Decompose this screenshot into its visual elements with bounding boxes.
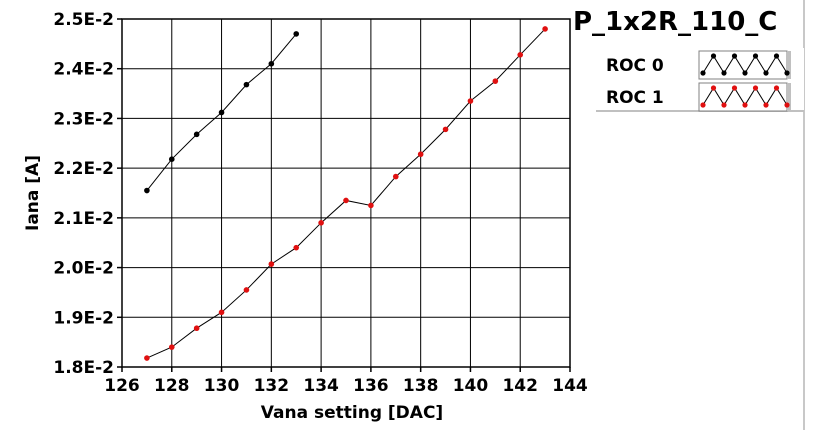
- legend-swatch-marker: [763, 70, 769, 76]
- legend-swatch-marker: [742, 102, 748, 108]
- x-tick-label: 132: [254, 376, 290, 396]
- legend-swatch-marker: [721, 70, 727, 76]
- x-tick-label: 126: [104, 376, 140, 396]
- legend-swatch-marker: [763, 102, 769, 108]
- data-point: [517, 51, 524, 58]
- series: [144, 26, 548, 361]
- data-point: [467, 98, 474, 104]
- data-point: [144, 187, 150, 194]
- legend-swatch-marker: [710, 85, 717, 91]
- data-point: [168, 156, 175, 162]
- data-point: [293, 31, 300, 37]
- data-point: [343, 197, 349, 204]
- legend-swatch-marker: [752, 53, 759, 59]
- legend-swatch-marker: [784, 102, 790, 108]
- chart-title: P_1x2R_110_C: [573, 7, 777, 37]
- data-point: [218, 109, 225, 116]
- x-tick-label: 138: [403, 376, 439, 396]
- y-tick-label: 2.2E-2: [53, 159, 114, 179]
- x-tick-label: 136: [353, 376, 389, 396]
- legend-swatch-shade: [787, 51, 791, 79]
- data-point: [542, 26, 548, 32]
- data-point: [492, 78, 499, 84]
- data-point: [243, 287, 250, 293]
- legend-swatch-marker: [742, 70, 748, 76]
- legend-swatch-marker: [710, 53, 717, 59]
- data-point: [368, 202, 374, 209]
- legend-swatch-marker: [752, 85, 759, 91]
- data-point: [193, 325, 200, 332]
- data-point: [318, 220, 324, 226]
- x-axis-label: Vana setting [DAC]: [261, 403, 443, 423]
- x-tick-label: 128: [154, 376, 190, 396]
- legend-swatch-marker: [700, 102, 706, 108]
- series-roc-0: [144, 31, 300, 194]
- legend-swatch-marker: [773, 53, 780, 59]
- axis-ticks: 126 128 130 132 134 136 138 140 142 144 1.8E-2 1.9E…: [53, 10, 588, 396]
- x-tick-label: 142: [502, 376, 538, 396]
- y-tick-label: 2.0E-2: [53, 259, 114, 279]
- y-tick-label: 2.4E-2: [53, 60, 114, 80]
- legend-swatch-marker: [784, 70, 790, 76]
- x-tick-label: 144: [552, 376, 588, 396]
- data-point: [442, 126, 449, 133]
- x-tick-label: 140: [453, 376, 489, 396]
- legend-swatch-marker: [721, 102, 727, 108]
- legend: ROC 0 ROC 1: [596, 48, 804, 112]
- data-point: [193, 131, 200, 138]
- y-tick-label: 1.8E-2: [53, 358, 114, 378]
- legend-swatch-marker: [773, 85, 780, 91]
- y-tick-label: 2.1E-2: [53, 209, 114, 229]
- data-point: [268, 261, 275, 267]
- y-tick-label: 2.3E-2: [53, 109, 114, 129]
- legend-swatch-marker: [731, 85, 738, 91]
- data-point: [168, 344, 175, 350]
- data-point: [417, 151, 424, 158]
- x-tick-label: 130: [204, 376, 240, 396]
- legend-label: ROC 1: [606, 88, 664, 108]
- y-tick-label: 1.9E-2: [53, 308, 114, 328]
- legend-swatch: [698, 82, 791, 112]
- series-roc-1: [144, 26, 548, 361]
- y-tick-label: 2.5E-2: [53, 10, 114, 30]
- grid: [122, 19, 570, 367]
- data-point: [144, 355, 150, 361]
- legend-swatch-marker: [731, 53, 738, 59]
- legend-swatch-shade: [787, 83, 791, 111]
- data-point: [218, 309, 225, 316]
- plot-frame: [121, 18, 571, 368]
- y-axis-label: Iana [A]: [23, 155, 43, 231]
- data-point: [392, 173, 399, 180]
- data-point: [268, 60, 275, 67]
- legend-swatch: [698, 50, 791, 80]
- plot-background: [122, 19, 570, 367]
- legend-label: ROC 0: [606, 56, 664, 76]
- legend-swatch-marker: [700, 70, 706, 76]
- x-tick-label: 134: [303, 376, 339, 396]
- data-point: [293, 244, 300, 251]
- data-point: [243, 81, 250, 88]
